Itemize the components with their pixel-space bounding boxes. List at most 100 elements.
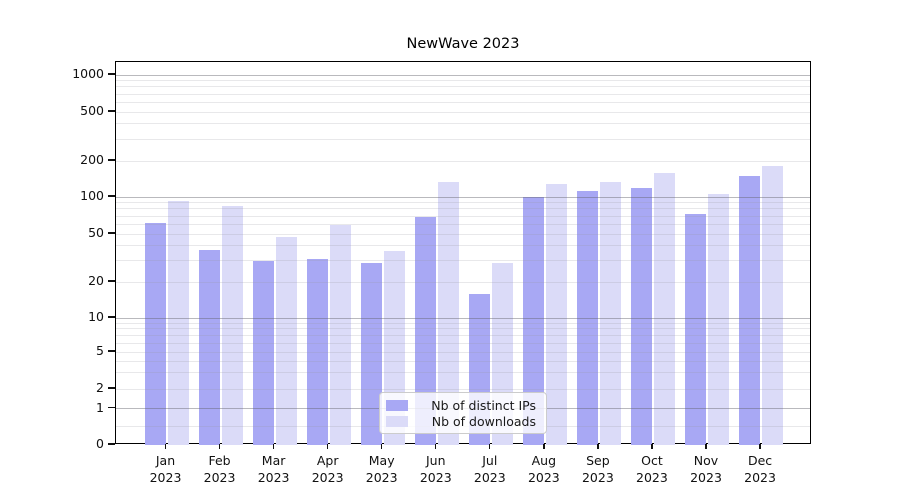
bar-sep-distinct-ips	[576, 191, 598, 445]
gridline-5	[116, 351, 810, 353]
y-tick-mark-0	[108, 443, 115, 445]
gridline-300	[116, 138, 810, 140]
x-tick-mark-aug	[543, 444, 545, 449]
x-tick-label-sep: Sep 2023	[581, 453, 614, 485]
x-tick-mark-jun	[435, 444, 437, 449]
plot-area	[115, 61, 811, 445]
gridline-50	[116, 233, 810, 235]
bar-nov-downloads	[708, 193, 729, 445]
legend-label-downloads: Nb of downloads	[431, 413, 536, 429]
y-tick-mark-2	[108, 387, 115, 389]
gridline-800	[116, 86, 810, 88]
chart-title: NewWave 2023	[406, 36, 520, 52]
gridline-9	[116, 322, 810, 324]
legend-item-distinct-ips: Nb of distinct IPs	[386, 398, 536, 413]
x-tick-mark-may	[381, 444, 383, 449]
bar-jan-downloads	[167, 200, 189, 445]
gridline-3	[116, 372, 810, 374]
y-tick-label-500: 500	[80, 103, 104, 118]
y-tick-mark-200	[108, 159, 115, 161]
gridline-70	[116, 215, 810, 217]
x-tick-mark-jan	[164, 444, 167, 449]
x-tick-label-jul: Jul 2023	[473, 453, 506, 485]
x-tick-mark-sep	[597, 444, 599, 449]
legend-swatch-downloads	[386, 415, 408, 427]
x-tick-mark-dec	[759, 444, 761, 449]
x-tick-mark-oct	[651, 444, 653, 449]
x-tick-label-apr: Apr 2023	[311, 453, 344, 485]
bar-sep-downloads	[599, 182, 621, 445]
y-tick-mark-5	[108, 350, 115, 352]
gridline-20	[116, 281, 810, 283]
bar-apr-downloads	[329, 225, 351, 445]
gridline-60	[116, 223, 810, 225]
gridline-4	[116, 360, 810, 362]
gridline-10	[116, 317, 810, 319]
bar-nov-distinct-ips	[685, 213, 706, 445]
y-tick-mark-50	[108, 232, 115, 234]
bar-oct-downloads	[653, 172, 675, 445]
y-tick-label-1000: 1000	[72, 66, 104, 81]
x-tick-mark-apr	[326, 444, 329, 449]
y-tick-mark-500	[108, 110, 115, 112]
bar-mar-downloads	[275, 237, 297, 445]
bar-feb-distinct-ips	[198, 249, 220, 445]
x-tick-mark-feb	[218, 444, 221, 449]
bar-dec-distinct-ips	[739, 175, 761, 445]
bar-jan-distinct-ips	[144, 223, 166, 445]
y-tick-mark-1	[108, 406, 115, 409]
gridline-1000	[116, 74, 810, 76]
gridline-7	[116, 334, 810, 336]
x-tick-label-jan: Jan 2023	[149, 453, 182, 485]
bar-apr-distinct-ips	[306, 259, 328, 445]
x-tick-mark-nov	[705, 444, 707, 449]
bar-oct-distinct-ips	[630, 187, 652, 445]
gridline-500	[116, 111, 810, 113]
y-tick-label-200: 200	[80, 152, 104, 167]
y-tick-label-1: 1	[96, 399, 104, 415]
bar-may-distinct-ips	[360, 262, 382, 445]
gridline-700	[116, 93, 810, 95]
gridline-30	[116, 260, 810, 262]
y-tick-label-100: 100	[80, 188, 104, 203]
y-tick-label-2: 2	[96, 380, 104, 395]
y-tick-mark-100	[108, 195, 115, 197]
y-tick-mark-20	[108, 280, 115, 282]
bar-dec-downloads	[762, 165, 784, 445]
y-tick-label-5: 5	[96, 343, 104, 358]
bar-jun-downloads	[437, 182, 459, 445]
gridline-80	[116, 208, 810, 210]
x-tick-label-jun: Jun 2023	[419, 453, 452, 485]
x-tick-label-dec: Dec 2023	[744, 453, 776, 485]
x-tick-label-feb: Feb 2023	[203, 453, 236, 485]
bar-mar-distinct-ips	[252, 260, 274, 445]
bar-feb-downloads	[221, 206, 243, 445]
gridline-900	[116, 80, 810, 82]
x-tick-mark-mar	[272, 444, 275, 449]
x-tick-label-oct: Oct 2023	[636, 453, 668, 485]
y-tick-label-10: 10	[88, 309, 104, 324]
legend-item-downloads: Nb of downloads	[386, 414, 536, 429]
legend: Nb of distinct IPs Nb of downloads	[379, 392, 547, 434]
gridline-6	[116, 342, 810, 344]
gridline-2	[116, 388, 810, 390]
x-tick-label-nov: Nov 2023	[690, 453, 722, 485]
bar-aug-downloads	[545, 184, 567, 445]
x-tick-label-mar: Mar 2023	[257, 453, 290, 485]
bar-aug-distinct-ips	[522, 197, 544, 445]
gridline-90	[116, 202, 810, 204]
gridline-400	[116, 123, 810, 125]
gridline-100	[116, 196, 810, 198]
y-tick-mark-10	[108, 316, 115, 318]
x-tick-label-aug: Aug 2023	[527, 453, 560, 485]
gridline-200	[116, 160, 810, 162]
bar-jun-distinct-ips	[414, 216, 436, 445]
y-tick-mark-1000	[108, 73, 115, 75]
y-tick-label-20: 20	[88, 273, 104, 288]
gridline-600	[116, 101, 810, 103]
x-tick-label-may: May 2023	[365, 453, 398, 485]
gridlines-layer	[116, 62, 810, 443]
y-tick-label-0: 0	[96, 436, 104, 451]
legend-label-distinct-ips: Nb of distinct IPs	[431, 397, 536, 413]
